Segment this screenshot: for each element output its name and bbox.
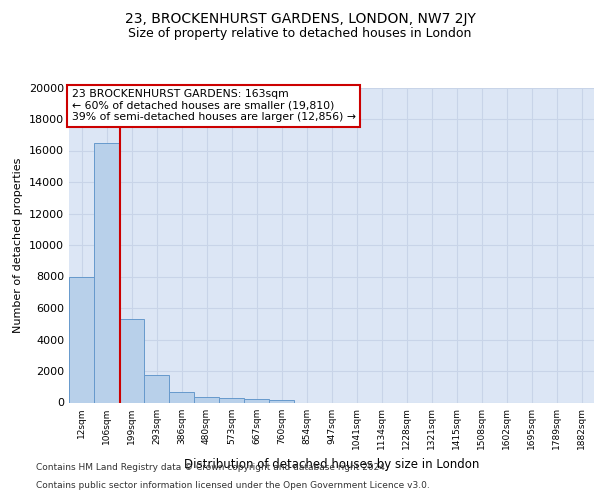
Bar	[169, 392, 194, 402]
Text: Size of property relative to detached houses in London: Size of property relative to detached ho…	[128, 28, 472, 40]
Bar	[119, 319, 144, 402]
Bar	[69, 276, 94, 402]
Bar	[244, 400, 269, 402]
Bar	[219, 398, 244, 402]
X-axis label: Distribution of detached houses by size in London: Distribution of detached houses by size …	[184, 458, 479, 471]
Text: Contains HM Land Registry data © Crown copyright and database right 2024.: Contains HM Land Registry data © Crown c…	[36, 464, 388, 472]
Y-axis label: Number of detached properties: Number of detached properties	[13, 158, 23, 332]
Bar	[94, 142, 119, 402]
Text: 23 BROCKENHURST GARDENS: 163sqm
← 60% of detached houses are smaller (19,810)
39: 23 BROCKENHURST GARDENS: 163sqm ← 60% of…	[71, 89, 356, 122]
Text: Contains public sector information licensed under the Open Government Licence v3: Contains public sector information licen…	[36, 481, 430, 490]
Bar	[269, 400, 294, 402]
Text: 23, BROCKENHURST GARDENS, LONDON, NW7 2JY: 23, BROCKENHURST GARDENS, LONDON, NW7 2J…	[125, 12, 475, 26]
Bar	[194, 397, 219, 402]
Bar	[144, 375, 169, 402]
